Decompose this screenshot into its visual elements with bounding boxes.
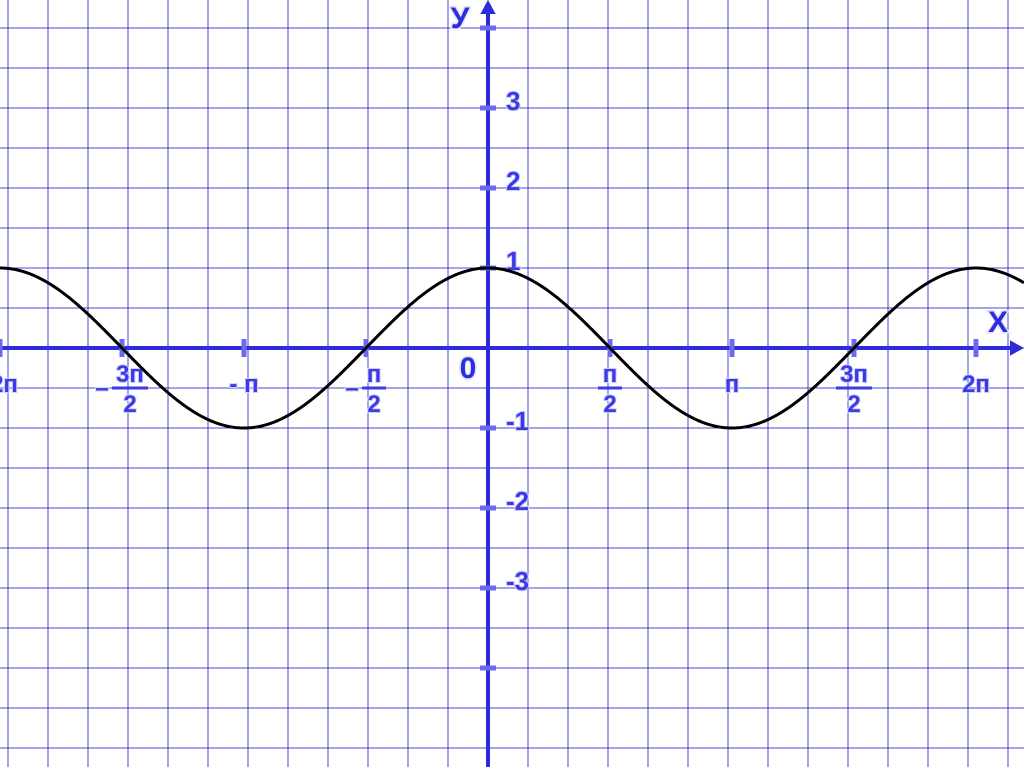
y-tick-label: 3 — [506, 86, 520, 116]
y-tick-label: -3 — [506, 566, 529, 596]
y-tick-label: -2 — [506, 486, 529, 516]
svg-text:3п: 3п — [840, 361, 868, 388]
x-tick-label: 2п — [962, 371, 990, 398]
svg-text:2: 2 — [367, 391, 380, 418]
x-tick-label: - п — [229, 371, 258, 398]
svg-text:2: 2 — [123, 391, 136, 418]
cosine-chart: 321-1-2-3-2п–3п2- п–п2п2п3п22пУХ0 — [0, 0, 1024, 767]
svg-text:–: – — [95, 375, 108, 402]
y-tick-label: -1 — [506, 406, 529, 436]
svg-text:–: – — [345, 375, 358, 402]
x-tick-label: п — [725, 371, 740, 398]
x-tick-label: -2п — [0, 371, 18, 398]
svg-text:п: п — [367, 361, 382, 388]
origin-label: 0 — [460, 352, 477, 385]
y-tick-label: 2 — [506, 166, 520, 196]
y-axis-label: У — [451, 2, 470, 35]
svg-text:п: п — [603, 361, 618, 388]
x-axis-label: Х — [988, 306, 1008, 339]
svg-text:2: 2 — [603, 391, 616, 418]
svg-text:2: 2 — [847, 391, 860, 418]
